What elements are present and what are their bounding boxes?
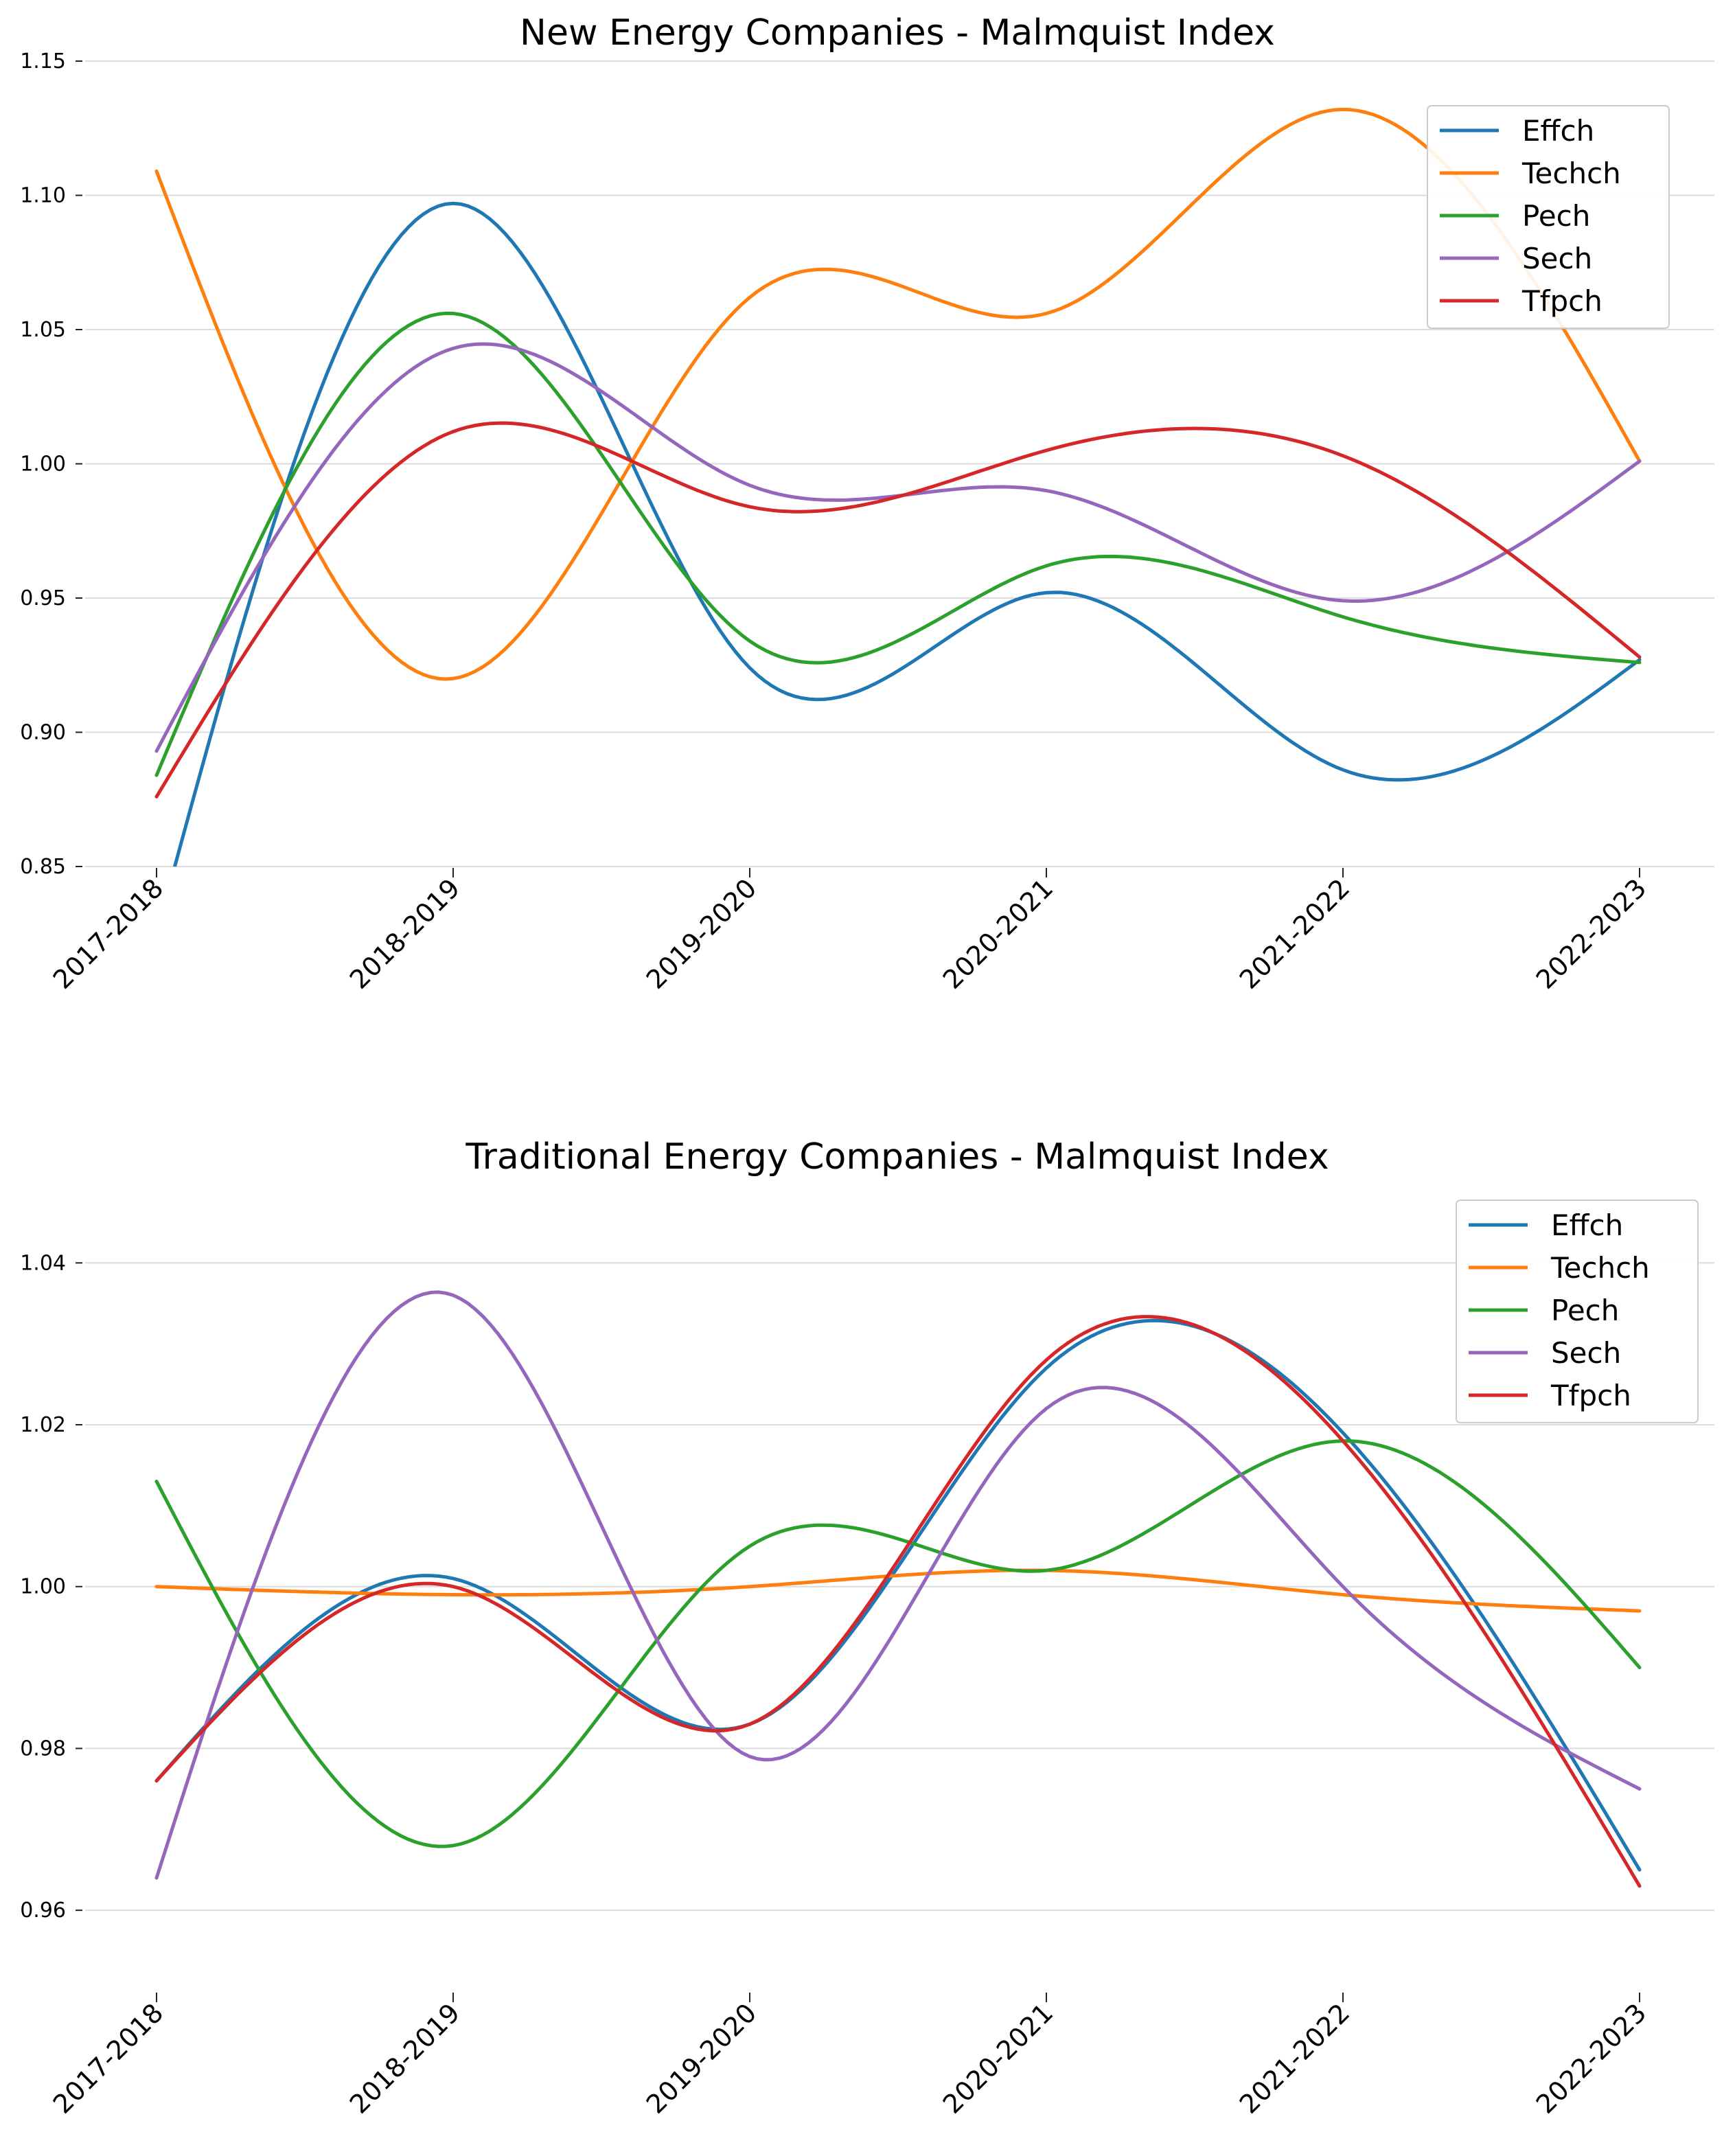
y-tick-label: 1.02 bbox=[20, 1413, 66, 1437]
series-line-tfpch bbox=[154, 1315, 1642, 1888]
x-tick-label: 2022-2023 bbox=[1530, 873, 1653, 995]
legend-label-techch: Techch bbox=[1521, 157, 1621, 190]
series-lines bbox=[154, 107, 1642, 867]
x-tick-label: 2021-2022 bbox=[1234, 1997, 1356, 2120]
chart-title: New Energy Companies - Malmquist Index bbox=[520, 12, 1275, 54]
y-tick-label: 0.98 bbox=[20, 1736, 66, 1761]
x-tick-label: 2018-2019 bbox=[344, 873, 466, 995]
y-tick-label: 0.90 bbox=[20, 721, 66, 745]
series-line-sech bbox=[154, 342, 1642, 753]
chart-title: Traditional Energy Companies - Malmquist… bbox=[465, 1136, 1329, 1178]
legend-label-effch: Effch bbox=[1551, 1208, 1623, 1242]
y-tick-label: 0.95 bbox=[20, 586, 66, 610]
y-tick-label: 1.00 bbox=[20, 452, 66, 477]
series-line-pech bbox=[154, 311, 1642, 777]
gridlines bbox=[85, 1262, 1714, 1912]
axes: 0.96 0.98 1.00 1.02 1.04 2017-2018 2018-2019 20… bbox=[20, 1251, 1652, 2120]
x-tick-label: 2021-2022 bbox=[1234, 873, 1356, 995]
x-tick-label: 2020-2021 bbox=[937, 873, 1059, 995]
gridlines bbox=[85, 60, 1714, 867]
x-tick-label: 2019-2020 bbox=[641, 873, 763, 995]
x-tick-label: 2018-2019 bbox=[344, 1997, 466, 2120]
traditional-energy-chart: Traditional Energy Companies - Malmquist… bbox=[20, 1136, 1714, 2120]
y-tick-label: 0.85 bbox=[20, 855, 66, 879]
x-tick-label: 2017-2018 bbox=[47, 1997, 170, 2120]
legend: Effch Techch Pech Sech Tfpch bbox=[1456, 1200, 1699, 1423]
legend-label-pech: Pech bbox=[1522, 199, 1590, 233]
y-tick-label: 1.15 bbox=[20, 49, 66, 73]
legend-box bbox=[1456, 1200, 1699, 1423]
y-tick-label: 1.04 bbox=[20, 1251, 66, 1275]
series-line-techch bbox=[154, 1568, 1642, 1613]
series-line-tfpch bbox=[154, 421, 1642, 799]
series-line-sech bbox=[154, 1290, 1642, 1880]
y-tick-label: 1.05 bbox=[20, 318, 66, 342]
legend-label-effch: Effch bbox=[1522, 114, 1594, 148]
y-tick-label: 1.00 bbox=[20, 1575, 66, 1599]
series-line-effch bbox=[172, 201, 1642, 867]
y-tick-label: 0.96 bbox=[20, 1899, 66, 1923]
legend-label-tfpch: Tfpch bbox=[1550, 1379, 1631, 1412]
legend-label-pech: Pech bbox=[1551, 1294, 1619, 1327]
x-tick-label: 2020-2021 bbox=[937, 1997, 1059, 2120]
legend-label-sech: Sech bbox=[1551, 1336, 1621, 1370]
x-tick-label: 2019-2020 bbox=[641, 1997, 763, 2120]
y-tick-label: 1.10 bbox=[20, 184, 66, 208]
series-line-effch bbox=[154, 1318, 1642, 1872]
legend-label-tfpch: Tfpch bbox=[1521, 284, 1602, 318]
legend-box bbox=[1427, 105, 1670, 329]
series-line-pech bbox=[154, 1439, 1642, 1848]
legend: Effch Techch Pech Sech Tfpch bbox=[1427, 105, 1670, 329]
series-lines bbox=[154, 1290, 1642, 1888]
axes: 0.85 0.90 0.95 1.00 1.05 1.10 1.15 2017-2018 201… bbox=[20, 49, 1652, 995]
x-tick-label: 2017-2018 bbox=[47, 873, 170, 995]
legend-label-sech: Sech bbox=[1522, 242, 1592, 275]
series-line-techch bbox=[154, 107, 1642, 681]
x-tick-label: 2022-2023 bbox=[1530, 1997, 1653, 2120]
legend-label-techch: Techch bbox=[1550, 1251, 1650, 1285]
new-energy-chart: New Energy Companies - Malmquist Index 0… bbox=[20, 12, 1714, 995]
